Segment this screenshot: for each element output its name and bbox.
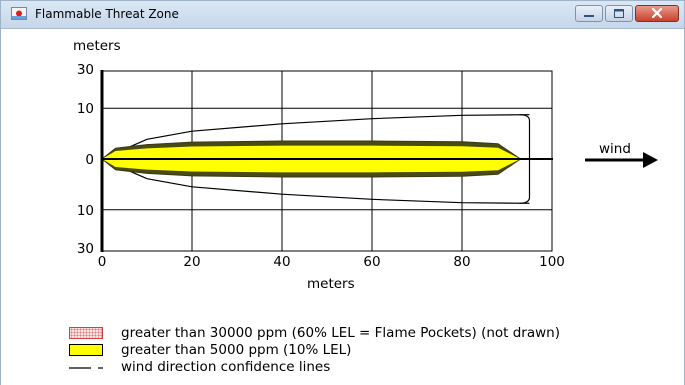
y-tick-label: 0 bbox=[85, 152, 94, 168]
app-icon bbox=[11, 7, 27, 20]
chart-series bbox=[101, 114, 553, 204]
close-button[interactable] bbox=[635, 5, 679, 22]
x-tick-label: 40 bbox=[273, 254, 290, 270]
x-tick-label: 60 bbox=[363, 254, 380, 270]
legend-item-flame-pockets: greater than 30000 ppm (60% LEL = Flame … bbox=[69, 325, 684, 342]
legend-label-confidence-lines: wind direction confidence lines bbox=[121, 359, 331, 375]
x-tick-label: 0 bbox=[98, 254, 107, 270]
minimize-icon bbox=[584, 15, 594, 17]
window-title: Flammable Threat Zone bbox=[35, 7, 179, 21]
wind-annotation: wind bbox=[585, 141, 658, 168]
legend-label-flame-pockets: greater than 30000 ppm (60% LEL = Flame … bbox=[121, 325, 560, 341]
legend-item-lel: greater than 5000 ppm (10% LEL) bbox=[69, 342, 684, 359]
x-tick-label: 100 bbox=[539, 254, 565, 270]
maximize-button[interactable] bbox=[605, 5, 633, 22]
client-area: meters meters 0 20 40 60 80 100 30 10 0 10 30 wind… bbox=[1, 29, 684, 385]
minimize-button[interactable] bbox=[575, 5, 603, 22]
y-tick-label: 10 bbox=[77, 101, 94, 117]
legend-item-confidence-lines: wind direction confidence lines bbox=[69, 359, 684, 376]
confidence-line-lower bbox=[101, 158, 530, 204]
confidence-line-upper bbox=[101, 114, 530, 160]
wind-label: wind bbox=[599, 141, 631, 157]
lel-swatch bbox=[69, 344, 103, 356]
flame-pockets-swatch bbox=[69, 327, 103, 339]
x-axis-label: meters bbox=[307, 276, 355, 292]
legend: greater than 30000 ppm (60% LEL = Flame … bbox=[69, 325, 684, 376]
x-tick-label: 20 bbox=[183, 254, 200, 270]
title-bar[interactable]: Flammable Threat Zone bbox=[1, 1, 684, 29]
y-tick-label: 10 bbox=[77, 203, 94, 219]
maximize-icon bbox=[614, 9, 624, 18]
wind-arrow-icon bbox=[585, 152, 658, 168]
x-tick-label: 80 bbox=[453, 254, 470, 270]
y-tick-label: 30 bbox=[77, 241, 94, 257]
y-axis-label: meters bbox=[73, 38, 121, 54]
confidence-lines-swatch bbox=[69, 367, 103, 369]
legend-label-lel: greater than 5000 ppm (10% LEL) bbox=[121, 342, 352, 358]
close-icon bbox=[651, 7, 663, 19]
y-tick-label: 30 bbox=[77, 62, 94, 78]
